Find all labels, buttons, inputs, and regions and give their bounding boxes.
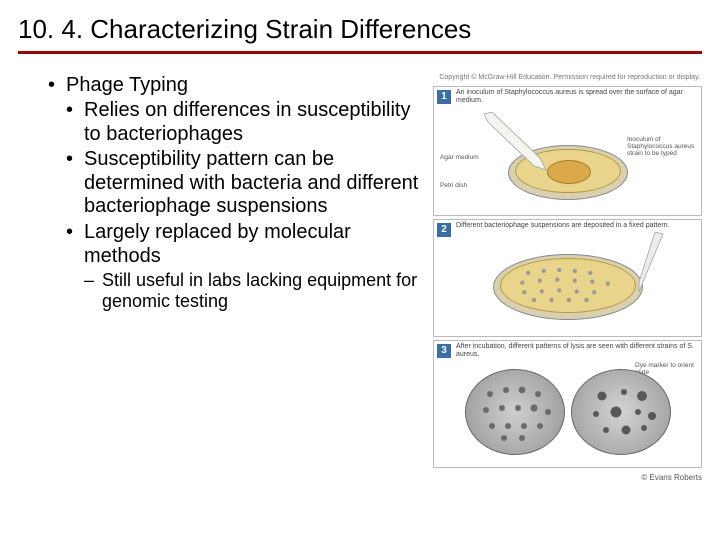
petri-dish-2 xyxy=(493,254,643,320)
bullet-list-lvl2: Relies on differences in susceptibility … xyxy=(66,99,423,313)
agar-surface-2 xyxy=(500,258,636,313)
panel-body-1: Agar medium Petri dish Inoculum of Staph… xyxy=(434,106,701,210)
bullet-main-text: Phage Typing xyxy=(66,74,188,96)
panel-number-1: 1 xyxy=(437,90,451,104)
bullet-main: Phage Typing Relies on differences in su… xyxy=(48,74,423,313)
bullet-sub-2-text: Largely replaced by molecular methods xyxy=(84,221,351,267)
panel-caption-2: Different bacteriophage suspensions are … xyxy=(434,220,701,232)
panel-caption-1: An inoculum of Staphylococcus aureus is … xyxy=(434,87,701,106)
figure-panel-3: 3 After incubation, different patterns o… xyxy=(433,340,702,468)
label-petri: Petri dish xyxy=(440,182,467,189)
label-inoculum: Inoculum of Staphylococcus aureus strain… xyxy=(627,136,697,157)
figure-column: Copyright © McGraw-Hill Education. Permi… xyxy=(433,74,702,522)
figure-copyright: Copyright © McGraw-Hill Education. Permi… xyxy=(433,74,702,83)
figure-panel-1: 1 An inoculum of Staphylococcus aureus i… xyxy=(433,86,702,216)
bullet-sub-1: Susceptibility pattern can be determined… xyxy=(66,148,423,219)
bullet-sub-2: Largely replaced by molecular methods St… xyxy=(66,221,423,313)
text-column: Phage Typing Relies on differences in su… xyxy=(18,74,433,522)
figure-credit: © Evans Roberts xyxy=(433,471,702,482)
bullet-list-lvl1: Phage Typing Relies on differences in su… xyxy=(48,74,423,313)
result-plate-left xyxy=(465,369,565,455)
panel-number-3: 3 xyxy=(437,344,451,358)
content-row: Phage Typing Relies on differences in su… xyxy=(18,74,702,522)
slide-title: 10. 4. Characterizing Strain Differences xyxy=(18,14,702,51)
result-plate-right xyxy=(571,369,671,455)
panel-body-2 xyxy=(434,232,701,328)
title-underline xyxy=(18,51,702,54)
bullet-sub-0: Relies on differences in susceptibility … xyxy=(66,99,423,146)
agar-center-1 xyxy=(547,160,591,184)
slide-container: 10. 4. Characterizing Strain Differences… xyxy=(0,0,720,540)
pipette-icon xyxy=(629,232,665,294)
bullet-subsub: Still useful in labs lacking equipment f… xyxy=(84,270,423,312)
bullet-list-lvl3: Still useful in labs lacking equipment f… xyxy=(84,270,423,312)
phage-spots xyxy=(501,259,635,312)
panel-caption-3: After incubation, different patterns of … xyxy=(434,341,701,360)
label-agar: Agar medium xyxy=(440,154,479,161)
panel-body-3: Dye marker to orient plate xyxy=(434,360,701,464)
figure-panel-2: 2 Different bacteriophage suspensions ar… xyxy=(433,219,702,337)
spreader-icon xyxy=(482,112,552,172)
